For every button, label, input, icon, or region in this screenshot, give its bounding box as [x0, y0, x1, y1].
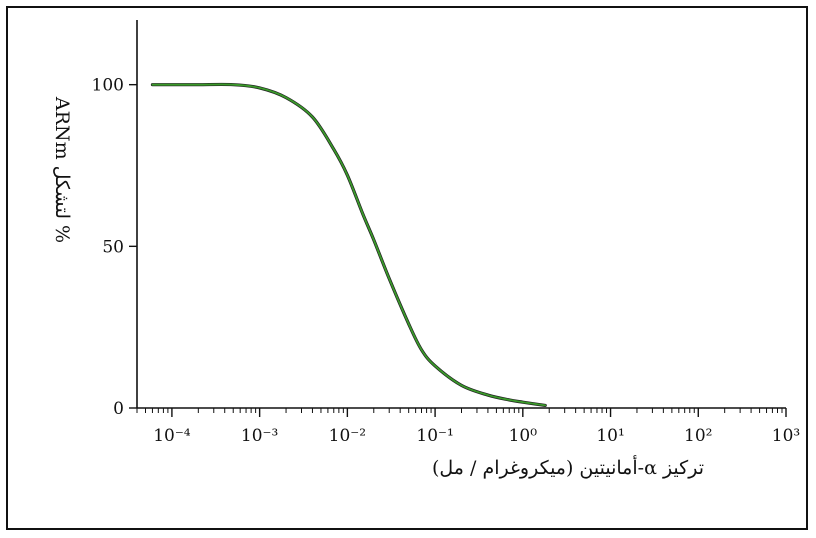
- x-tick-label: 10²: [684, 426, 712, 446]
- tick-marks: [129, 83, 787, 417]
- x-tick-label: 10⁻²: [329, 426, 366, 446]
- y-axis-label: % لتشكل ARNm: [51, 96, 73, 243]
- y-tick-label: 50: [102, 237, 124, 257]
- plot-axes: [136, 20, 786, 409]
- y-tick-label: 0: [113, 399, 124, 419]
- x-axis-label: تركيز α-أمانيتين (ميكروغرام / مل): [432, 454, 704, 479]
- x-tick-label: 10⁻⁴: [153, 426, 191, 446]
- series-line-shadow: [150, 82, 547, 408]
- series-line: [151, 83, 547, 407]
- x-tick-label: 10⁻¹: [416, 426, 453, 446]
- x-tick-label: 10⁻³: [241, 426, 278, 446]
- chart-frame: [6, 6, 808, 530]
- x-tick-label: 10⁰: [509, 426, 538, 446]
- data-series: [150, 82, 547, 408]
- tick-labels: 10⁻⁴ 10⁻³ 10⁻² 10⁻¹ 10⁰ 10¹ 10² 10³ 0 50 100: [92, 76, 801, 446]
- y-tick-label: 100: [92, 76, 124, 96]
- x-tick-label: 10³: [772, 426, 800, 446]
- x-tick-label: 10¹: [596, 426, 624, 446]
